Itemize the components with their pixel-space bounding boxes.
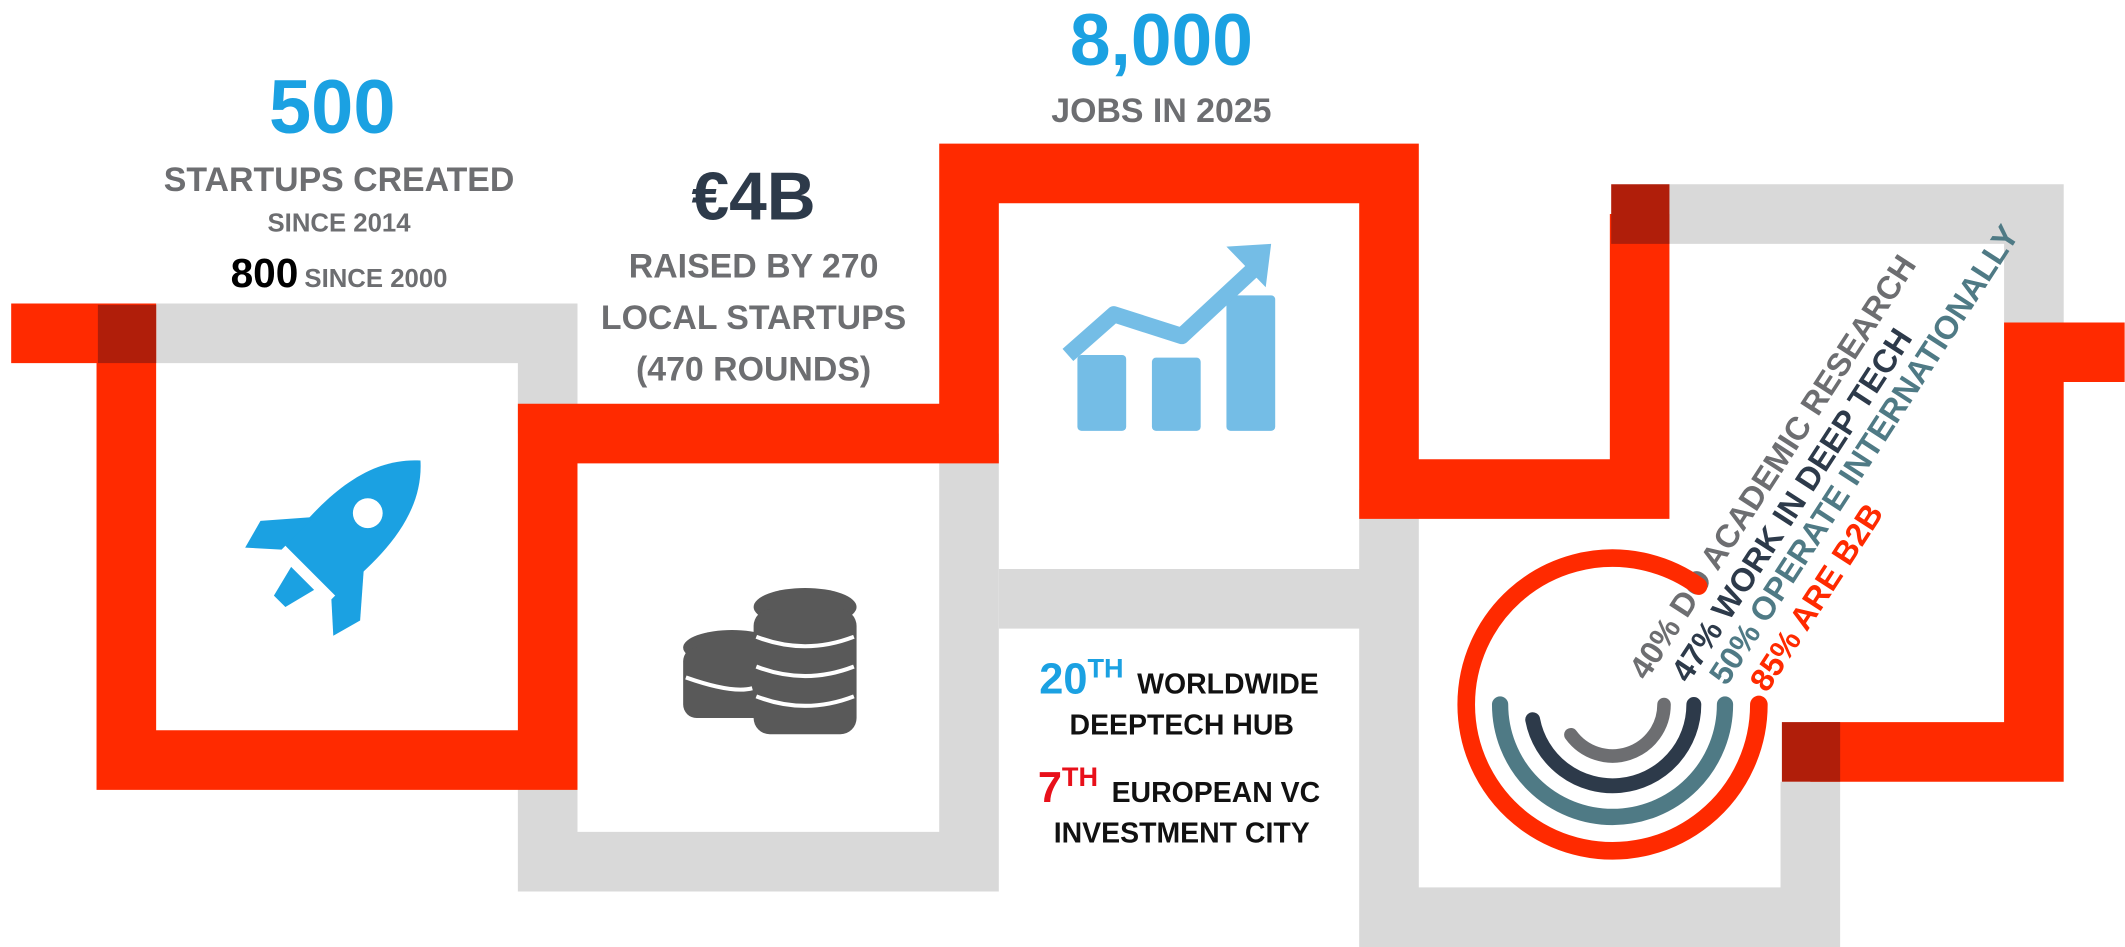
- funding-lines: RAISED BY 270 LOCAL STARTUPS (470 ROUNDS): [601, 248, 906, 389]
- profile-arc: [1564, 697, 1671, 763]
- coins-icon: [683, 587, 857, 735]
- ranking-text: EUROPEAN VC: [1112, 777, 1321, 809]
- grey-track: [1639, 184, 2064, 353]
- rank-suffix: TH: [1062, 761, 1098, 792]
- startups-extra: 800 SINCE 2000: [231, 250, 448, 296]
- corner: [97, 304, 157, 364]
- profile-arc: [1457, 549, 1768, 860]
- ranking-first-line: 20TH WORLDWIDE: [1039, 652, 1319, 703]
- ranking-text: WORLDWIDE: [1137, 669, 1319, 701]
- funding-line: (470 ROUNDS): [636, 351, 871, 389]
- rocket-icon: [245, 460, 421, 636]
- jobs-label: JOBS IN 2025: [1051, 92, 1271, 130]
- profile-arc: [1491, 696, 1734, 826]
- rank-suffix: TH: [1087, 652, 1123, 683]
- grey-track: [517, 433, 999, 892]
- profile-arc: [1525, 697, 1702, 794]
- track: [11, 143, 2125, 947]
- rank: 7: [1038, 764, 1062, 812]
- rank: 20: [1039, 656, 1087, 704]
- profile-label: 50% OPERATE INTERNATIONALLY: [1702, 218, 2026, 690]
- startups-since: SINCE 2014: [268, 210, 412, 238]
- funding-value: €4B: [691, 159, 815, 234]
- extra-value: 800: [231, 250, 299, 296]
- startups-value: 500: [269, 65, 396, 150]
- ranking-text: DEEPTECH HUB: [1070, 709, 1294, 741]
- funding-line: LOCAL STARTUPS: [601, 299, 906, 337]
- funding-line: RAISED BY 270: [629, 248, 879, 286]
- red-track: [11, 143, 1670, 790]
- red-track: [1810, 322, 2125, 782]
- corner: [1781, 722, 1841, 782]
- corner: [1611, 184, 1670, 244]
- ranking-text: INVESTMENT CITY: [1054, 818, 1310, 850]
- growth-icon: [1062, 243, 1276, 431]
- grey-track: [126, 303, 578, 434]
- grey-track: [1359, 489, 1841, 947]
- jobs-value: 8,000: [1070, 0, 1253, 81]
- extra-label: SINCE 2000: [304, 265, 447, 293]
- startups-label: STARTUPS CREATED: [164, 161, 515, 199]
- ranking-first-line: 7TH EUROPEAN VC: [1038, 761, 1320, 812]
